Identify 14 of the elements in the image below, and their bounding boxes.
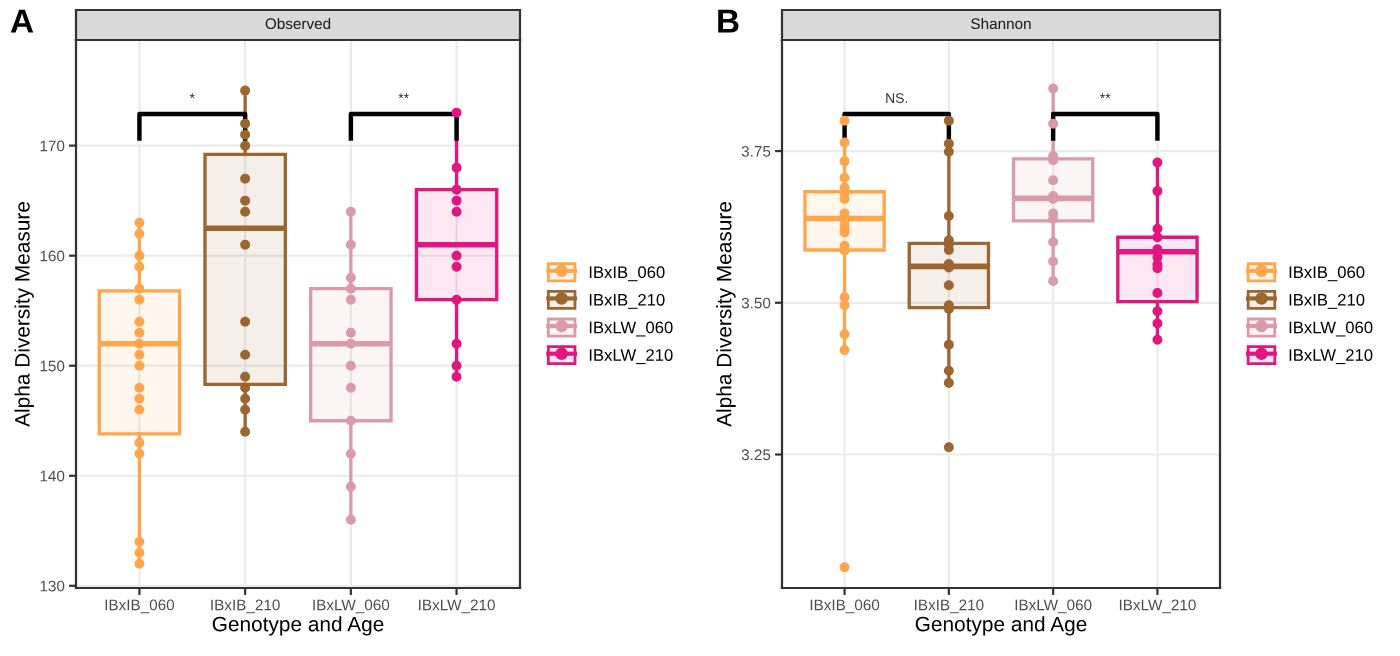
legend-label: IBxIB_210 (1289, 293, 1365, 309)
y-axis-title: Alpha Diversity Measure (14, 202, 34, 427)
x-axis-title: Genotype and Age (915, 616, 1087, 636)
text: B (718, 9, 739, 33)
legend-label: IBxIB_210 (589, 293, 665, 309)
legend-label: IBxIB_060 (1289, 266, 1365, 282)
legend-label: IBxLW_060 (1289, 321, 1373, 337)
y-axis-title: Alpha Diversity Measure (716, 202, 736, 427)
legend-label: IBxLW_210 (589, 349, 673, 365)
x-axis-title: Genotype and Age (212, 616, 384, 636)
legend-label: IBxLW_060 (589, 321, 673, 337)
legend-label: IBxLW_210 (1289, 349, 1373, 365)
legend-label: IBxIB_060 (589, 266, 665, 282)
text: A (10, 9, 34, 33)
